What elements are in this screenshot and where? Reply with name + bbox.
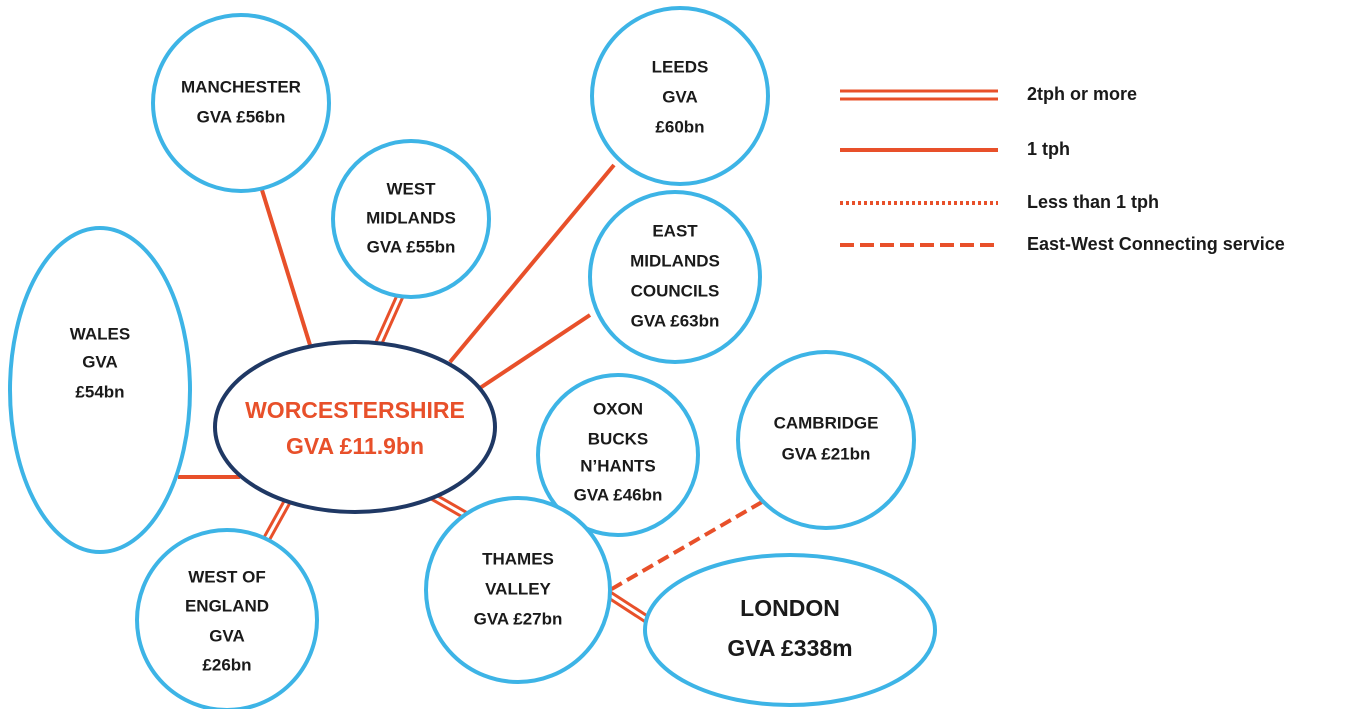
node-shape [424,496,612,684]
node-label: CAMBRIDGE [774,413,879,432]
node-label: ENGLAND [185,596,269,615]
node-label: MANCHESTER [181,77,301,96]
node-label: £60bn [655,117,704,136]
legend-label: Less than 1 tph [1027,192,1159,212]
legend-label: 1 tph [1027,139,1070,159]
node-label: £26bn [202,655,251,674]
node-label: GVA £46bn [574,485,663,504]
node-label: VALLEY [485,579,551,598]
node-label: LEEDS [652,57,709,76]
node-label: GVA £338m [727,635,852,661]
node-label: GVA £63bn [631,311,720,330]
node-label: WEST [386,179,436,198]
link-gap [376,295,402,346]
node-label: WALES [70,324,130,343]
node-label: GVA £56bn [197,107,286,126]
link-dashed [608,500,764,592]
node-shape [331,139,491,299]
node-shape [588,190,762,364]
node-label: GVA £11.9bn [286,433,424,459]
legend-label: 2tph or more [1027,84,1137,104]
node-shape [643,553,937,707]
link-single [478,313,592,390]
node-label: COUNCILS [631,281,720,300]
node-label: GVA £55bn [367,237,456,256]
node-label: MIDLANDS [630,251,720,270]
node-label: OXON [593,399,643,418]
link-single [260,189,312,346]
node-shape [8,226,192,554]
node-label: GVA [209,626,245,645]
link-gap [264,501,289,541]
node-label: MIDLANDS [366,208,456,227]
node-shape [736,350,916,530]
node-label: GVA £21bn [782,444,871,463]
node-shape [536,373,700,537]
node-label: GVA £27bn [474,609,563,628]
node-label: N’HANTS [580,456,656,475]
node-label: GVA [82,352,118,371]
link-gap [431,494,466,517]
node-label: LONDON [740,595,840,621]
node-label: BUCKS [588,429,648,448]
link-single [448,163,616,364]
legend-label: East-West Connecting service [1027,234,1285,254]
node-label: WEST OF [188,567,265,586]
node-shape [151,13,331,193]
node-label: GVA [662,87,698,106]
node-shape [213,340,497,514]
node-label: £54bn [75,382,124,401]
node-label: THAMES [482,549,554,568]
link-gap [607,592,649,622]
node-shape [590,6,770,186]
node-label: EAST [652,221,698,240]
node-shape [135,528,319,709]
node-label: WORCESTERSHIRE [245,397,465,423]
